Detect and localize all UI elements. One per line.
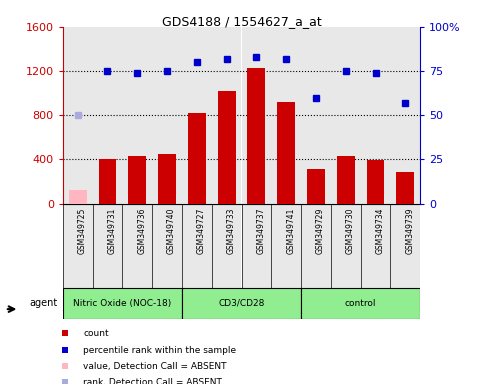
Bar xyxy=(242,204,271,288)
Bar xyxy=(390,27,420,204)
Bar xyxy=(152,204,182,288)
Bar xyxy=(182,288,301,319)
Bar xyxy=(367,161,384,204)
Bar xyxy=(361,27,390,204)
Bar xyxy=(337,156,355,204)
Text: GSM349741: GSM349741 xyxy=(286,208,295,254)
Text: Nitric Oxide (NOC-18): Nitric Oxide (NOC-18) xyxy=(73,299,171,308)
Bar xyxy=(122,204,152,288)
Bar xyxy=(93,204,122,288)
Text: rank, Detection Call = ABSENT: rank, Detection Call = ABSENT xyxy=(83,377,222,384)
Bar xyxy=(188,113,206,204)
Text: count: count xyxy=(83,329,109,338)
Bar xyxy=(277,102,295,204)
Bar xyxy=(218,91,236,204)
Bar xyxy=(301,204,331,288)
Bar xyxy=(397,172,414,204)
Bar xyxy=(212,204,242,288)
Bar xyxy=(63,27,93,204)
Bar xyxy=(99,159,116,204)
Bar xyxy=(390,204,420,288)
Bar xyxy=(152,27,182,204)
Bar xyxy=(331,204,361,288)
Bar xyxy=(331,27,361,204)
Bar xyxy=(242,27,271,204)
Text: GSM349729: GSM349729 xyxy=(316,208,325,254)
Text: GSM349727: GSM349727 xyxy=(197,208,206,254)
Text: GSM349739: GSM349739 xyxy=(405,208,414,254)
Text: GSM349740: GSM349740 xyxy=(167,208,176,254)
Bar xyxy=(63,288,182,319)
Bar xyxy=(271,27,301,204)
Text: GSM349731: GSM349731 xyxy=(108,208,116,254)
Bar xyxy=(122,27,152,204)
Bar xyxy=(158,154,176,204)
Bar xyxy=(212,27,242,204)
Text: GSM349734: GSM349734 xyxy=(376,208,384,254)
Text: GSM349725: GSM349725 xyxy=(78,208,86,254)
Bar xyxy=(128,156,146,204)
Bar xyxy=(93,27,122,204)
Text: GSM349733: GSM349733 xyxy=(227,208,236,254)
Text: percentile rank within the sample: percentile rank within the sample xyxy=(83,346,236,354)
Text: agent: agent xyxy=(30,298,58,308)
Bar xyxy=(182,204,212,288)
Text: GSM349737: GSM349737 xyxy=(256,208,265,254)
Bar xyxy=(271,204,301,288)
Bar xyxy=(307,169,325,204)
Text: GDS4188 / 1554627_a_at: GDS4188 / 1554627_a_at xyxy=(162,15,321,28)
Bar xyxy=(301,27,331,204)
Text: value, Detection Call = ABSENT: value, Detection Call = ABSENT xyxy=(83,362,227,371)
Text: control: control xyxy=(345,299,376,308)
Bar xyxy=(301,288,420,319)
Bar xyxy=(182,27,212,204)
Bar xyxy=(63,204,93,288)
Text: CD3/CD28: CD3/CD28 xyxy=(218,299,265,308)
Bar xyxy=(361,204,390,288)
Text: GSM349736: GSM349736 xyxy=(137,208,146,254)
Text: GSM349730: GSM349730 xyxy=(346,208,355,254)
Bar xyxy=(247,68,265,204)
Bar xyxy=(69,190,86,204)
